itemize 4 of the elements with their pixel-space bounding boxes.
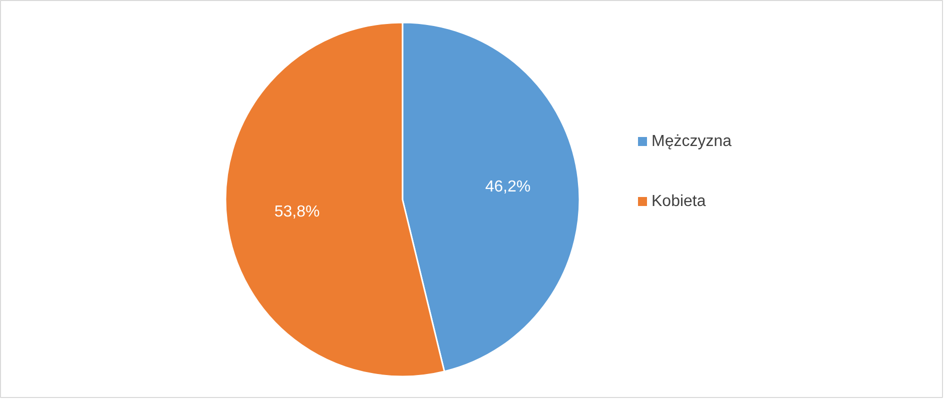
legend-label: Mężczyzna — [652, 133, 732, 150]
data-label: 46,2% — [485, 178, 531, 196]
data-label: 53,8% — [274, 204, 320, 221]
legend-label: Kobieta — [652, 193, 706, 210]
